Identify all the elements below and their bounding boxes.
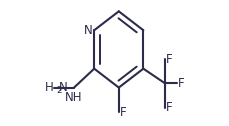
Text: N: N xyxy=(83,24,92,37)
Text: N: N xyxy=(59,81,67,94)
Text: F: F xyxy=(165,101,171,114)
Text: 2: 2 xyxy=(56,86,62,95)
Text: H: H xyxy=(44,81,53,94)
Text: F: F xyxy=(177,77,183,90)
Text: NH: NH xyxy=(65,90,82,104)
Text: F: F xyxy=(165,53,171,66)
Text: F: F xyxy=(120,106,126,119)
